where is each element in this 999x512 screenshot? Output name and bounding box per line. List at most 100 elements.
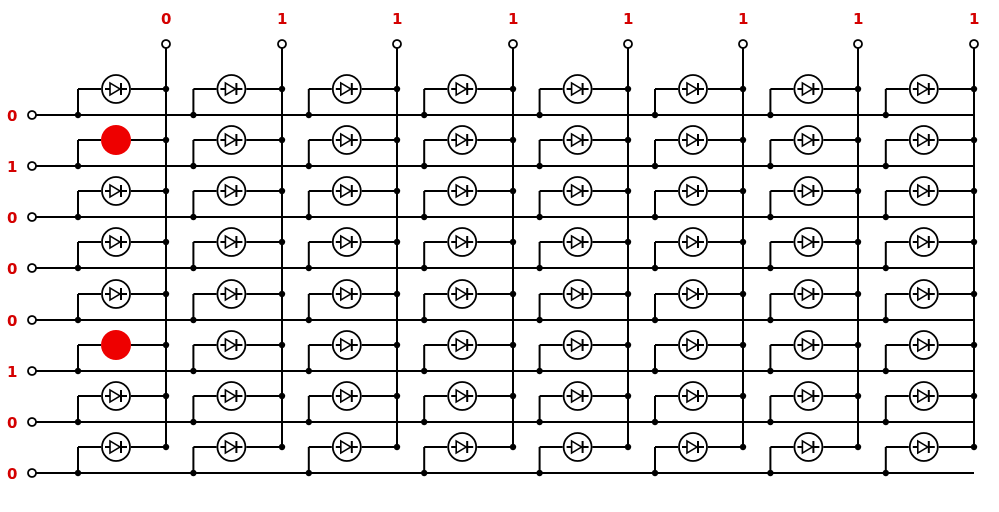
column-terminal — [853, 39, 863, 49]
junction-dot — [74, 316, 82, 324]
junction-dot — [162, 443, 170, 451]
junction-dot — [970, 341, 978, 349]
junction-dot — [651, 418, 659, 426]
led — [908, 330, 939, 360]
junction-dot — [509, 187, 517, 195]
junction-dot — [74, 367, 82, 375]
junction-dot — [882, 316, 889, 324]
junction-dot — [74, 162, 82, 170]
junction-dot — [536, 316, 543, 324]
led — [562, 227, 593, 257]
led — [101, 381, 131, 411]
led — [562, 74, 593, 104]
junction-dot — [393, 187, 401, 195]
junction-dot — [854, 187, 862, 195]
led — [447, 432, 478, 462]
junction-dot — [767, 316, 774, 324]
junction-dot — [651, 264, 659, 272]
junction-dot — [74, 213, 82, 221]
junction-dot — [624, 136, 632, 144]
column-label: 1 — [969, 10, 979, 28]
column-label: 1 — [623, 10, 633, 28]
led — [216, 381, 247, 411]
junction-dot — [278, 341, 286, 349]
junction-dot — [739, 136, 747, 144]
column-terminal — [969, 39, 979, 49]
junction-dot — [278, 443, 286, 451]
junction-dot — [305, 162, 312, 170]
column-terminal — [392, 39, 402, 49]
junction-dot — [854, 341, 862, 349]
junction-dot — [74, 418, 82, 426]
junction-dot — [162, 290, 170, 298]
led — [331, 432, 362, 462]
junction-dot — [624, 443, 632, 451]
junction-dot — [767, 367, 774, 375]
row-label: 0 — [7, 414, 17, 432]
led — [331, 227, 362, 257]
junction-dot — [190, 367, 197, 375]
led — [793, 227, 824, 257]
junction-dot — [651, 213, 659, 221]
junction-dot — [739, 238, 747, 246]
row-label: 0 — [7, 312, 17, 330]
junction-dot — [970, 443, 978, 451]
junction-dot — [970, 290, 978, 298]
led — [447, 279, 478, 309]
led-grid — [101, 74, 939, 462]
led — [216, 330, 247, 360]
junction-dot — [739, 290, 747, 298]
junction-dot — [624, 341, 632, 349]
junction-dot — [421, 162, 428, 170]
led — [101, 330, 131, 360]
led — [793, 125, 824, 155]
led — [678, 176, 708, 206]
led — [331, 381, 362, 411]
junction-dot — [536, 469, 543, 477]
led — [331, 330, 362, 360]
row-terminal — [27, 468, 37, 478]
column-label: 1 — [508, 10, 518, 28]
led — [447, 176, 478, 206]
row-labels: 0 1 0 0 0 1 0 0 — [7, 107, 17, 483]
junction-dot — [305, 264, 312, 272]
led — [447, 125, 478, 155]
junction-dot — [767, 418, 774, 426]
column-label: 1 — [392, 10, 402, 28]
junction-dot — [767, 264, 774, 272]
junction-dot — [509, 290, 517, 298]
junction-dot — [393, 85, 401, 93]
column-terminal — [623, 39, 633, 49]
led — [793, 381, 824, 411]
junction-dot — [74, 469, 82, 477]
junction-dot — [536, 367, 543, 375]
junction-dot — [393, 238, 401, 246]
junction-dot — [393, 443, 401, 451]
junction-dot — [74, 264, 82, 272]
junction-dot — [970, 136, 978, 144]
junction-dot — [854, 136, 862, 144]
junction-dot — [421, 264, 428, 272]
row-terminal — [27, 366, 37, 376]
led — [216, 227, 247, 257]
junction-dot — [624, 187, 632, 195]
row-label: 0 — [7, 107, 17, 125]
junction-dot — [305, 213, 312, 221]
junction-dot — [421, 367, 428, 375]
column-terminal — [161, 39, 171, 49]
junction-dot — [854, 85, 862, 93]
column-label: 1 — [277, 10, 287, 28]
led — [908, 176, 939, 206]
junction-dot — [970, 238, 978, 246]
junction-dot — [970, 85, 978, 93]
junction-dot — [162, 187, 170, 195]
junction-dot — [854, 443, 862, 451]
junction-dot — [509, 392, 517, 400]
junction-dot — [421, 213, 428, 221]
junction-dot — [509, 341, 517, 349]
led — [908, 74, 939, 104]
junction-dot — [393, 341, 401, 349]
junction-dot — [190, 316, 197, 324]
led — [793, 74, 824, 104]
led — [447, 74, 478, 104]
